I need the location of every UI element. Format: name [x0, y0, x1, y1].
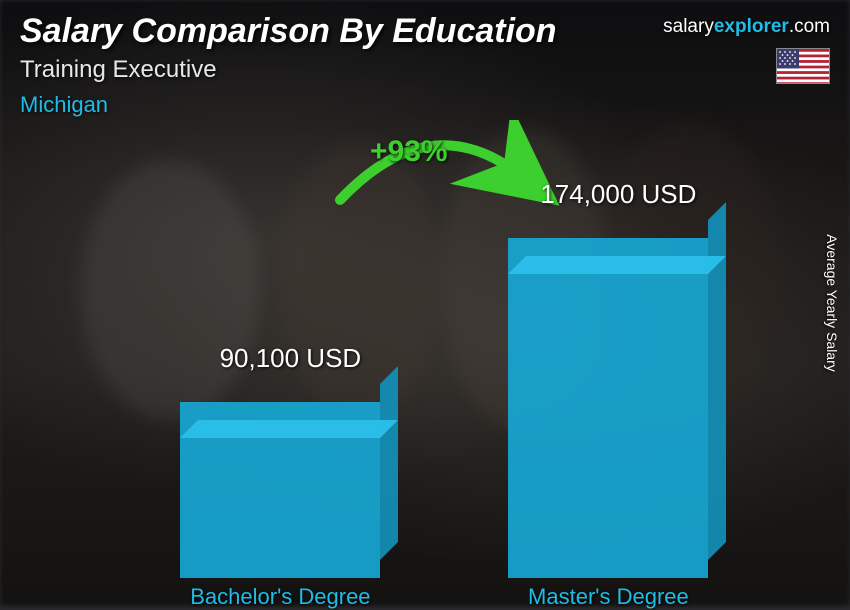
page-title: Salary Comparison By Education [20, 12, 557, 51]
bar-front [508, 238, 708, 578]
increase-label: +93% [370, 135, 448, 169]
brand-part3: .com [789, 16, 830, 37]
bar-top [508, 256, 726, 274]
chart-area: +93% 90,100 USDBachelor's Degree 174,000 … [0, 130, 820, 606]
flag-icon [776, 48, 830, 84]
bar-value: 90,100 USD [180, 343, 400, 374]
bar-label: Master's Degree [528, 584, 689, 610]
bar-group: 90,100 USDBachelor's Degree [180, 402, 380, 578]
brand-part1: salary [663, 16, 714, 37]
bar [508, 238, 708, 578]
bar-top [180, 420, 398, 438]
bar-side [380, 366, 398, 560]
bar-label: Bachelor's Degree [190, 584, 370, 610]
bar [180, 402, 380, 578]
location: Michigan [20, 92, 108, 118]
bar-group: 174,000 USDMaster's Degree [508, 238, 708, 578]
brand-part2: explorer [714, 16, 789, 37]
bar-value: 174,000 USD [508, 179, 728, 210]
y-axis-label: Average Yearly Salary [824, 203, 840, 403]
subtitle: Training Executive [20, 56, 217, 84]
brand-logo: salaryexplorer.com [663, 16, 830, 38]
